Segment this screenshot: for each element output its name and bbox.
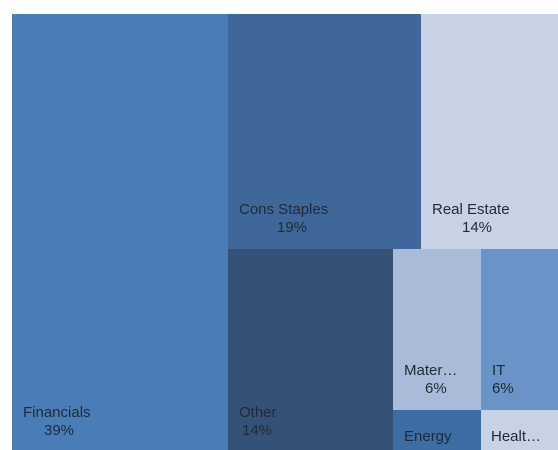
tile-name-real-estate: Real Estate — [432, 201, 510, 218]
tile-real-estate[interactable]: Real Estate 14% — [421, 14, 558, 249]
tile-value-other: 14% — [242, 422, 273, 439]
tile-label-energy: Energy — [404, 428, 452, 446]
tile-name-energy: Energy — [404, 428, 452, 445]
tile-name-it: IT — [492, 362, 506, 379]
tile-name-other: Other — [239, 404, 277, 421]
tile-label-real-estate: Real Estate 14% — [432, 201, 510, 237]
tile-name-health: Healt… — [491, 428, 542, 445]
tile-name-materials: Mater… — [404, 362, 458, 379]
tile-label-health: Healt… — [491, 428, 541, 446]
tile-label-materials: Mater… 6% — [404, 362, 457, 398]
tile-cons-staples[interactable]: Cons Staples 19% — [228, 14, 421, 249]
tile-value-financials: 39% — [44, 422, 75, 439]
tile-it[interactable]: IT 6% — [481, 249, 558, 410]
tile-materials[interactable]: Mater… 6% — [393, 249, 481, 410]
tile-energy[interactable]: Energy — [393, 410, 481, 450]
tile-value-it: 6% — [492, 380, 514, 397]
tile-other[interactable]: Other 14% — [228, 249, 393, 450]
tile-name-financials: Financials — [23, 404, 91, 421]
tile-health[interactable]: Healt… — [481, 410, 558, 450]
tile-value-materials: 6% — [425, 380, 447, 397]
tile-label-cons-staples: Cons Staples 19% — [239, 201, 328, 237]
tile-label-it: IT 6% — [492, 362, 514, 398]
tile-value-real-estate: 14% — [462, 219, 493, 236]
tile-name-cons-staples: Cons Staples — [239, 201, 329, 218]
tile-value-cons-staples: 19% — [277, 219, 308, 236]
tile-label-financials: Financials 39% — [23, 404, 91, 440]
tile-financials[interactable]: Financials 39% — [12, 14, 228, 450]
tile-label-other: Other 14% — [239, 404, 277, 440]
